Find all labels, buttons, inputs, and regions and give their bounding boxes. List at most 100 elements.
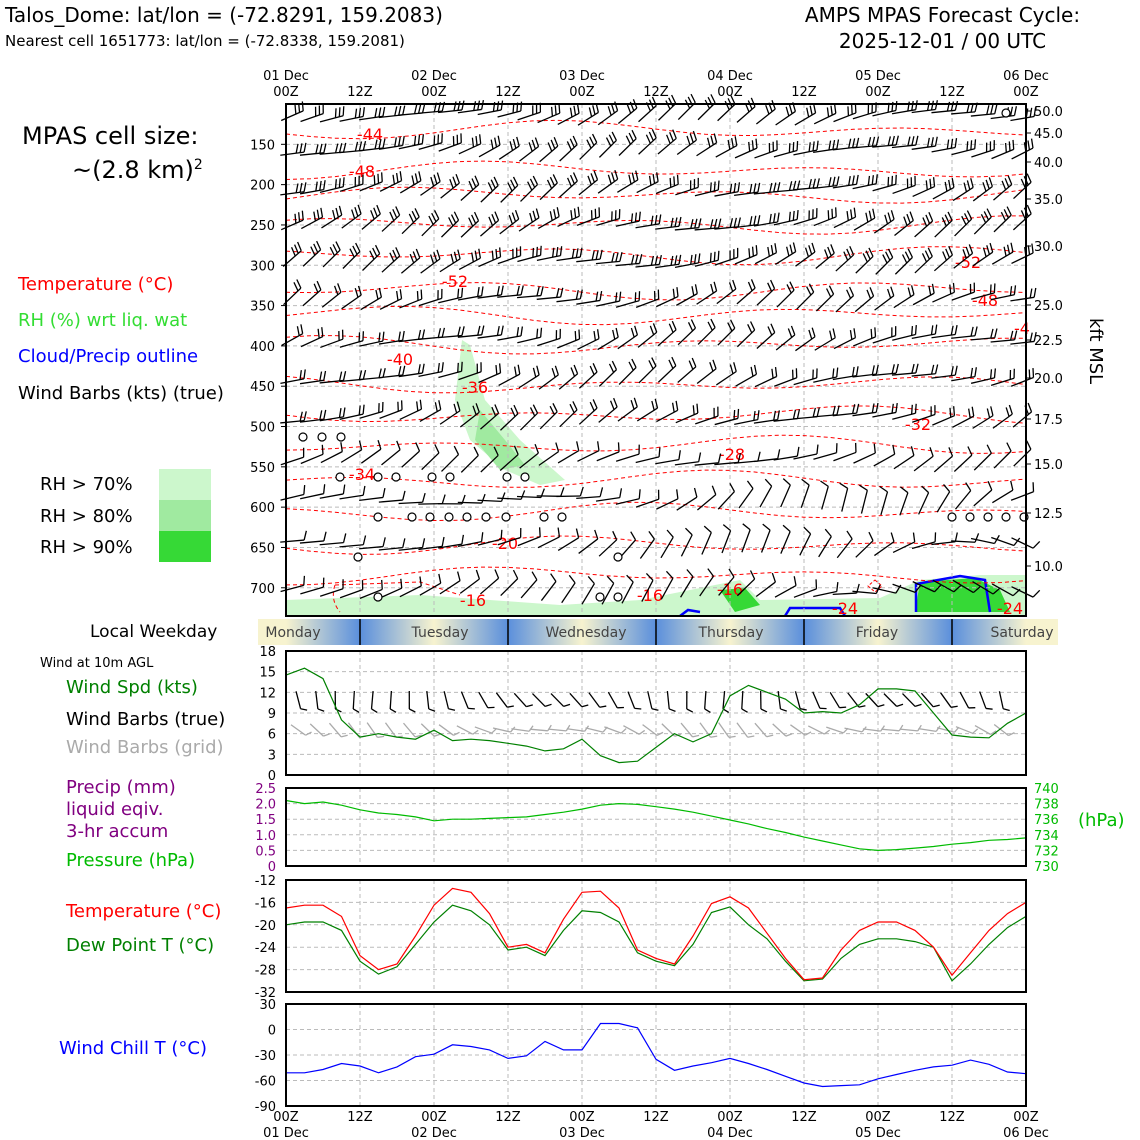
- wind-barb-flag: [793, 576, 797, 586]
- wind-barb-flag: [690, 254, 693, 265]
- wind-barb-flag: [421, 538, 426, 548]
- wind-barb-true: [760, 690, 768, 713]
- wind-barb-flag: [866, 289, 872, 299]
- wind-barb-flag: [963, 213, 970, 223]
- temp-contour-label: -52: [442, 272, 468, 291]
- wind-barb-staff: [320, 451, 343, 464]
- wind-barb-flag: [709, 252, 712, 263]
- wind-barb-flag: [1000, 211, 1007, 221]
- wind-barb-grid: [844, 726, 867, 733]
- wind-barb-flag: [808, 245, 813, 255]
- wind-barb: [952, 178, 974, 202]
- wind-barb-true-flag: [651, 708, 659, 711]
- wind-barb-grid-staff: [366, 722, 378, 738]
- wind-barb-staff: [813, 184, 837, 190]
- wind-barb-staff: [734, 419, 758, 425]
- wind-barb: [795, 327, 816, 352]
- wind-barb-flag: [611, 360, 618, 370]
- wind-barb-flag: [481, 325, 485, 335]
- bottom-hour-label: 00Z: [273, 1110, 299, 1125]
- wind-barb-flag: [625, 135, 632, 145]
- wind-barb-staff: [617, 334, 638, 350]
- wind-barb-flag: [753, 183, 757, 193]
- wind-barb-flag: [495, 249, 498, 259]
- wind-barb: [931, 365, 958, 379]
- wind-barb-grid-staff: [680, 722, 694, 738]
- wind-barb-flag: [473, 446, 479, 456]
- wind-barb-flag: [319, 410, 323, 420]
- wind-barb-flag: [852, 138, 856, 148]
- wind-barb: [362, 244, 381, 271]
- wind-barb-flag: [990, 104, 994, 115]
- wind-barb-staff: [990, 114, 1015, 120]
- wind-barb-flag: [974, 139, 977, 149]
- wind-barb-flag: [895, 135, 899, 146]
- wind-barb: [556, 247, 583, 262]
- wind-barb-true: [829, 691, 847, 709]
- wind-barb-flag: [421, 103, 426, 114]
- wind-barb-flag: [338, 205, 343, 216]
- wind-barb-grid: [754, 722, 774, 738]
- wind-barb-staff: [319, 588, 344, 597]
- wind-barb-flag: [456, 401, 461, 411]
- wind-barb-true: [460, 691, 475, 710]
- wind-barb-grid-flag: [305, 731, 312, 736]
- wind-barb-flag: [430, 176, 435, 187]
- wind-barb-flag: [907, 136, 911, 147]
- wind-barb-flag: [316, 280, 322, 291]
- wind-barb-flag: [950, 325, 954, 336]
- wind-barb: [379, 171, 403, 192]
- wind-barb-flag: [560, 487, 565, 497]
- wind-barb-flag: [455, 173, 460, 184]
- wind-barb: [814, 328, 836, 351]
- wind-barb-flag: [396, 440, 401, 450]
- wind-barb-flag: [375, 289, 379, 300]
- wind-barb-staff: [718, 576, 735, 596]
- wind-barb-staff: [418, 371, 443, 377]
- wind-barb-true-staff: [741, 690, 744, 710]
- wind-barb-flag: [942, 251, 948, 261]
- wind-barb-grid-staff: [993, 723, 1009, 737]
- wind-barb-flag: [993, 283, 996, 293]
- wind-barb-flag: [332, 244, 338, 254]
- wind-barb-flag: [690, 93, 696, 103]
- wind-barb-flag: [589, 401, 595, 412]
- wind-barb-flag: [1033, 332, 1037, 342]
- wind-barb-flag: [619, 252, 623, 262]
- wind-barb-flag: [729, 364, 734, 374]
- wind-barb-grid-staff: [862, 728, 881, 732]
- wind-barb-flag: [468, 180, 474, 191]
- wind-barb-flag: [829, 330, 833, 340]
- wind-barb-grid-staff: [309, 723, 324, 737]
- wind-barb-flag: [953, 406, 956, 416]
- wind-barb-flag: [358, 405, 361, 416]
- wind-barb-flag: [772, 141, 774, 152]
- wind-barb-flag: [529, 407, 536, 417]
- wind-barb: [399, 171, 422, 194]
- wind-barb-flag: [510, 179, 516, 189]
- wind-barb: [418, 288, 443, 307]
- cell-size-value: ~(2.8 km)2: [72, 156, 203, 184]
- wind-barb-flag: [809, 105, 813, 116]
- wind-barb-flag: [891, 135, 895, 146]
- wind-barb-grid-staff: [492, 727, 511, 733]
- wind-barb-staff: [835, 295, 854, 313]
- wind-barb: [951, 326, 978, 339]
- wind-barb-flag: [512, 103, 515, 114]
- wind-barb-staff: [597, 336, 619, 351]
- wind-barb: [299, 143, 327, 156]
- wind-barb-staff: [952, 579, 974, 594]
- wind-barb-flag: [846, 289, 852, 299]
- wind-barb-staff: [300, 335, 324, 348]
- wind-barb-flag: [727, 139, 731, 150]
- wind-barb: [899, 486, 909, 516]
- wind-barb: [497, 285, 524, 298]
- temp-contour: [286, 215, 1026, 235]
- wind-barb: [497, 326, 524, 341]
- wind-barb-flag: [437, 290, 439, 300]
- wind-barb: [832, 403, 860, 417]
- wind-barb-grid-staff: [899, 728, 918, 732]
- wind-barb-staff: [696, 494, 717, 511]
- wind-barb-flag: [317, 328, 320, 339]
- wind-barb-staff: [339, 115, 364, 122]
